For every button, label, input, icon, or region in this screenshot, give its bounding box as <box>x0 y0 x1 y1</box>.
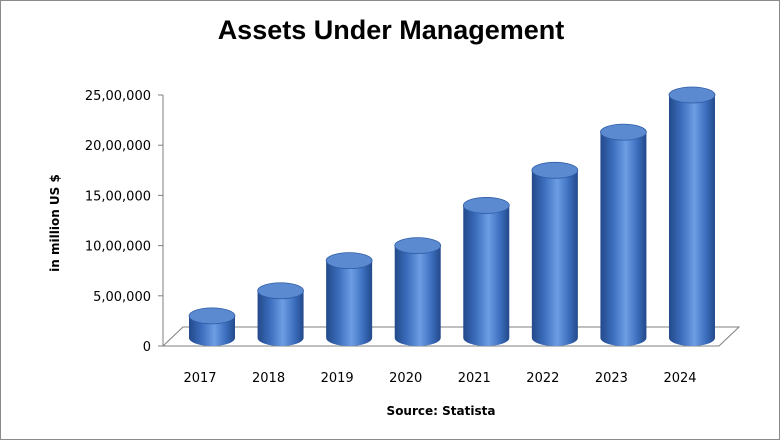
y-tick-label: 20,00,000 <box>85 139 151 154</box>
bar-body <box>394 245 441 346</box>
x-tick-label: 2019 <box>321 371 354 386</box>
y-tick-label: 5,00,000 <box>93 290 151 305</box>
bar <box>188 307 236 346</box>
x-tick-label: 2018 <box>252 371 285 386</box>
bar-top <box>600 123 647 141</box>
x-tick-label: 2023 <box>595 371 628 386</box>
x-tick-label: 2020 <box>389 371 422 386</box>
bar-top <box>668 86 716 104</box>
x-tick-label: 2021 <box>458 371 491 386</box>
y-tick-label: 15,00,000 <box>85 189 151 204</box>
bar-top <box>531 161 579 179</box>
bar <box>257 282 304 346</box>
bar-body <box>257 290 304 346</box>
bar-body <box>668 95 715 346</box>
bar-top <box>325 252 373 270</box>
bar <box>531 161 579 346</box>
bar-top <box>188 307 236 325</box>
bars <box>188 86 716 346</box>
y-tick-label: 10,00,000 <box>85 240 151 255</box>
bar-body <box>463 205 510 346</box>
bar <box>668 86 716 346</box>
y-tick-label: 25,00,000 <box>85 89 151 104</box>
bar-top <box>257 282 304 300</box>
y-axis-title: in million US $ <box>48 174 62 272</box>
y-tick-label: 0 <box>143 340 151 355</box>
x-tick-label: 2022 <box>526 371 559 386</box>
bar-body <box>189 315 235 346</box>
bar-top <box>394 237 442 255</box>
y-axis-ticks: 0 5,00,000 10,00,000 15,00,000 20,00,000 25,0… <box>85 89 163 355</box>
x-tick-label: 2024 <box>663 371 696 386</box>
bar <box>325 252 373 346</box>
chart-floor <box>161 326 741 347</box>
bar-body <box>600 132 647 346</box>
bar <box>462 197 510 346</box>
source-note: Source: Statista <box>387 404 496 418</box>
bar <box>600 123 647 346</box>
bar-top <box>462 197 510 214</box>
x-tick-label: 2017 <box>183 371 216 386</box>
bar-body <box>531 170 578 346</box>
chart-title: Assets Under Management <box>218 15 565 45</box>
bar <box>394 237 442 346</box>
x-axis-ticks: 2017 2018 2019 2020 2021 2022 2023 2024 <box>183 371 696 386</box>
bar-body <box>326 260 373 346</box>
